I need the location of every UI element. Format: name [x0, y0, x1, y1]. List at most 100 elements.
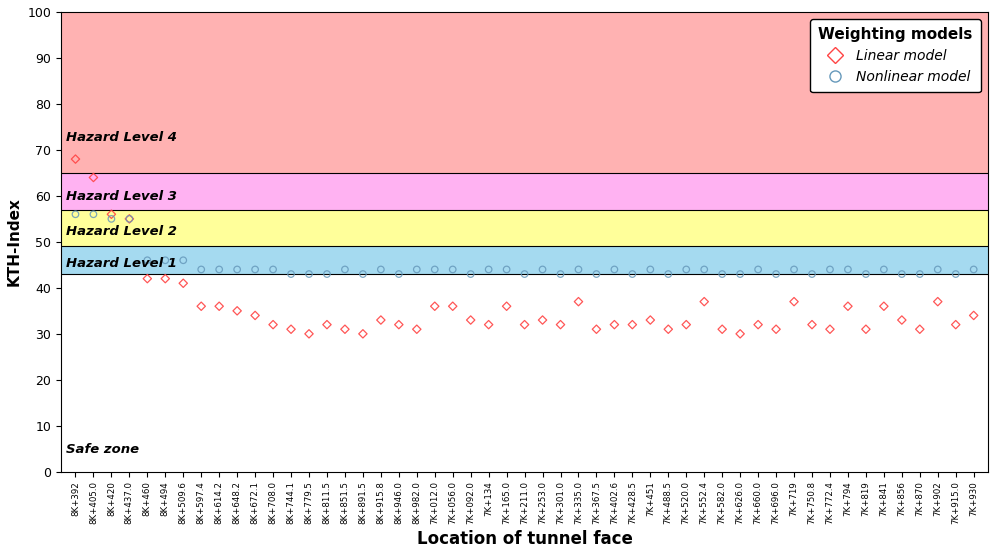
Point [247, 265, 262, 274]
Point [624, 320, 640, 329]
Point [587, 325, 603, 334]
Point [301, 270, 317, 279]
Bar [61, 246, 987, 274]
Point [85, 173, 101, 182]
Bar [61, 173, 987, 210]
Point [139, 256, 155, 265]
Point [552, 320, 568, 329]
Point [875, 302, 891, 311]
Point [193, 302, 209, 311]
Point [696, 297, 712, 306]
Point [732, 329, 747, 338]
Point [947, 270, 963, 279]
Point [68, 210, 83, 219]
Point [534, 316, 550, 325]
Point [749, 265, 765, 274]
Point [803, 270, 819, 279]
Point [319, 270, 335, 279]
X-axis label: Location of tunnel face: Location of tunnel face [416, 530, 632, 548]
Bar [61, 12, 987, 173]
Point [587, 270, 603, 279]
Point [355, 270, 371, 279]
Point [660, 270, 676, 279]
Point [678, 265, 694, 274]
Point [714, 270, 730, 279]
Point [103, 214, 119, 223]
Point [426, 302, 442, 311]
Point [767, 325, 783, 334]
Point [85, 210, 101, 219]
Point [157, 256, 173, 265]
Point [928, 297, 944, 306]
Point [462, 316, 478, 325]
Point [444, 265, 460, 274]
Point [965, 265, 981, 274]
Point [319, 320, 335, 329]
Point [211, 302, 227, 311]
Y-axis label: KTH-Index: KTH-Index [7, 198, 22, 286]
Point [624, 270, 640, 279]
Point [893, 316, 909, 325]
Point [965, 311, 981, 320]
Text: Hazard Level 2: Hazard Level 2 [66, 225, 177, 238]
Point [732, 270, 747, 279]
Point [696, 265, 712, 274]
Point [605, 265, 621, 274]
Point [157, 274, 173, 283]
Point [68, 155, 83, 164]
Point [283, 270, 299, 279]
Point [803, 320, 819, 329]
Point [391, 270, 407, 279]
Point [570, 265, 585, 274]
Point [229, 306, 245, 315]
Point [911, 325, 926, 334]
Point [570, 297, 585, 306]
Point [409, 265, 424, 274]
Point [928, 265, 944, 274]
Point [785, 265, 801, 274]
Point [821, 265, 837, 274]
Point [480, 265, 496, 274]
Point [893, 270, 909, 279]
Point [839, 265, 855, 274]
Point [785, 297, 801, 306]
Point [857, 325, 873, 334]
Point [121, 214, 137, 223]
Point [139, 274, 155, 283]
Point [749, 320, 765, 329]
Point [767, 270, 783, 279]
Point [947, 320, 963, 329]
Point [175, 256, 191, 265]
Point [821, 325, 837, 334]
Point [337, 265, 353, 274]
Point [247, 311, 262, 320]
Bar [61, 210, 987, 246]
Point [264, 265, 280, 274]
Point [534, 265, 550, 274]
Point [301, 329, 317, 338]
Point [839, 302, 855, 311]
Point [211, 265, 227, 274]
Point [678, 320, 694, 329]
Point [660, 325, 676, 334]
Point [409, 325, 424, 334]
Bar [61, 274, 987, 472]
Point [229, 265, 245, 274]
Point [175, 279, 191, 287]
Point [373, 265, 389, 274]
Text: Safe zone: Safe zone [66, 443, 139, 456]
Point [462, 270, 478, 279]
Point [193, 265, 209, 274]
Point [498, 302, 514, 311]
Point [714, 325, 730, 334]
Text: Hazard Level 4: Hazard Level 4 [66, 130, 177, 144]
Point [911, 270, 926, 279]
Point [391, 320, 407, 329]
Legend: Linear model, Nonlinear model: Linear model, Nonlinear model [809, 19, 980, 93]
Point [552, 270, 568, 279]
Point [264, 320, 280, 329]
Point [337, 325, 353, 334]
Point [373, 316, 389, 325]
Point [355, 329, 371, 338]
Point [875, 265, 891, 274]
